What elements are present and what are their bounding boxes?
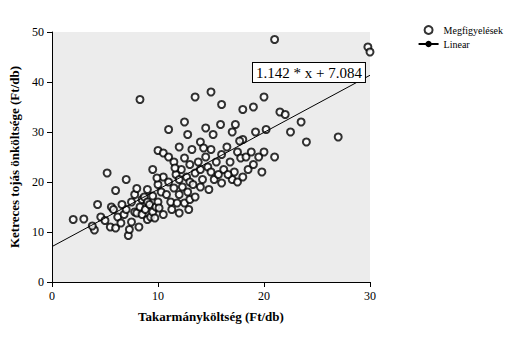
svg-text:10: 10 bbox=[32, 225, 44, 239]
svg-text:30: 30 bbox=[32, 125, 44, 139]
svg-text:0: 0 bbox=[38, 275, 44, 289]
svg-text:Linear: Linear bbox=[444, 39, 471, 50]
svg-text:1.142 * x + 7.084: 1.142 * x + 7.084 bbox=[256, 65, 362, 81]
svg-text:40: 40 bbox=[32, 75, 44, 89]
svg-text:30: 30 bbox=[364, 289, 376, 303]
svg-text:Megfigyelések: Megfigyelések bbox=[444, 25, 503, 36]
svg-text:20: 20 bbox=[258, 289, 270, 303]
svg-text:50: 50 bbox=[32, 25, 44, 39]
svg-text:20: 20 bbox=[32, 175, 44, 189]
svg-text:Takarmányköltség (Ft/db): Takarmányköltség (Ft/db) bbox=[138, 309, 284, 324]
svg-text:0: 0 bbox=[49, 289, 55, 303]
svg-text:Ketreces tojás önköltsége (Ft/: Ketreces tojás önköltsége (Ft/db) bbox=[7, 66, 22, 248]
svg-text:10: 10 bbox=[152, 289, 164, 303]
